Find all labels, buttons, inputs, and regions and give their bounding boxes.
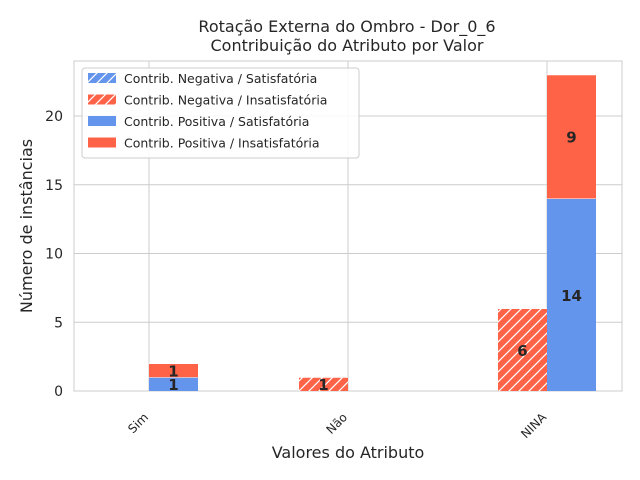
y-tick-label: 15 [45, 178, 63, 194]
legend: Contrib. Negativa / Satisfatória Contrib.… [81, 67, 360, 159]
legend-label: Contrib. Negativa / Satisfatória [124, 71, 317, 86]
bar-value-label: 6 [517, 342, 527, 360]
legend-label: Contrib. Negativa / Insatisfatória [124, 93, 327, 108]
bar-segment-hatch [299, 377, 348, 391]
legend-box [81, 67, 360, 159]
x-tick-label: Sim [125, 410, 151, 436]
bar-segment [149, 377, 198, 391]
y-tick-label: 10 [45, 247, 63, 263]
bar-segment [547, 198, 596, 391]
legend-swatch-hatch [88, 94, 116, 105]
chart-subtitle: Contribuição do Atributo por Valor [211, 36, 484, 55]
legend-swatch [88, 116, 116, 126]
y-axis-label: Número de instâncias [17, 139, 36, 313]
legend-label: Contrib. Positiva / Satisfatória [124, 114, 309, 129]
bar-value-label: 9 [566, 129, 576, 147]
bar-segment [547, 74, 596, 199]
chart-title: Rotação Externa do Ombro - Dor_0_6 [198, 17, 495, 37]
y-axis: 0 5 10 15 20 [45, 109, 63, 400]
bar-value-label: 14 [561, 287, 582, 305]
bar-segment-hatch [498, 308, 547, 391]
bar-value-label: 1 [168, 376, 178, 394]
bar-value-label: 1 [168, 362, 178, 380]
y-tick-label: 0 [54, 384, 63, 400]
legend-label: Contrib. Positiva / Insatisfatória [124, 136, 320, 151]
x-tick-label: NINA [518, 410, 549, 441]
x-tick-label: Não [323, 410, 350, 437]
bar-value-label: 1 [318, 376, 328, 394]
y-tick-label: 5 [54, 315, 63, 331]
legend-swatch-hatch [88, 73, 116, 83]
y-tick-label: 20 [45, 109, 63, 125]
x-axis: Sim Não NINA [125, 410, 549, 441]
bar-segment [149, 363, 198, 378]
legend-swatch [88, 137, 116, 148]
x-axis-label: Valores do Atributo [272, 443, 425, 462]
